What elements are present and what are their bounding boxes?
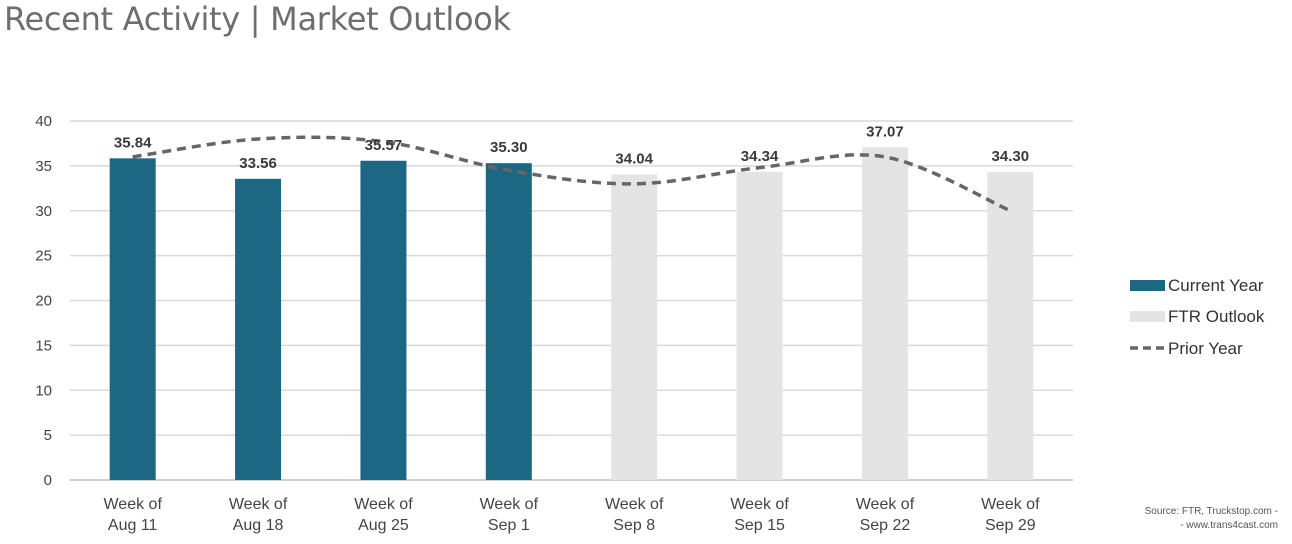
data-label: 35.57 — [365, 137, 403, 154]
legend-swatch — [1130, 280, 1165, 291]
y-tick-label: 25 — [35, 248, 52, 265]
x-tick-label: Week of — [354, 496, 413, 513]
source-line-1: Source: FTR, Truckstop.com - — [1144, 506, 1278, 517]
legend-label: Prior Year — [1168, 339, 1243, 358]
x-tick-label: Week of — [480, 496, 539, 513]
x-tick-label: Sep 8 — [613, 517, 655, 534]
y-tick-label: 15 — [35, 337, 52, 354]
x-tick-label: Week of — [605, 496, 664, 513]
data-label: 35.84 — [114, 134, 152, 151]
y-tick-label: 5 — [44, 427, 52, 444]
x-tick-label: Aug 25 — [358, 517, 409, 534]
legend-label: FTR Outlook — [1168, 307, 1265, 326]
data-label: 35.30 — [490, 139, 528, 156]
bar — [611, 174, 658, 480]
bar — [235, 178, 282, 480]
x-tick-label: Sep 29 — [985, 517, 1036, 534]
y-tick-label: 35 — [35, 158, 52, 175]
bar — [736, 171, 783, 480]
legend-label: Current Year — [1168, 276, 1264, 295]
x-tick-label: Week of — [981, 496, 1040, 513]
x-tick-label: Aug 11 — [108, 517, 158, 534]
bar — [861, 147, 908, 480]
y-tick-label: 20 — [35, 293, 52, 310]
y-tick-label: 10 — [35, 382, 52, 399]
x-tick-label: Sep 1 — [488, 517, 530, 534]
y-tick-label: 30 — [35, 203, 52, 220]
bar — [987, 172, 1034, 480]
x-tick-label: Sep 15 — [734, 517, 785, 534]
y-tick-label: 0 — [44, 472, 52, 489]
bar — [360, 160, 407, 480]
x-tick-label: Week of — [103, 496, 162, 513]
y-tick-label: 40 — [35, 113, 52, 130]
bar — [109, 158, 156, 480]
data-label: 34.34 — [741, 148, 779, 165]
x-tick-label: Week of — [730, 496, 789, 513]
legend-swatch — [1130, 311, 1165, 322]
source-note: Source: FTR, Truckstop.com - - www.trans… — [1145, 505, 1278, 533]
x-tick-label: Sep 22 — [860, 517, 911, 534]
page-title: Recent Activity | Market Outlook — [4, 0, 511, 38]
bar — [485, 163, 532, 480]
x-tick-label: Week of — [229, 496, 288, 513]
source-line-2: - www.trans4cast.com — [1180, 520, 1278, 531]
data-label: 34.30 — [992, 148, 1030, 165]
data-label: 33.56 — [239, 155, 277, 172]
data-label: 34.04 — [615, 150, 653, 167]
x-tick-label: Week of — [856, 496, 915, 513]
x-tick-label: Aug 18 — [233, 517, 284, 534]
data-label: 37.07 — [866, 123, 904, 140]
prior-year-line — [132, 135, 1012, 213]
